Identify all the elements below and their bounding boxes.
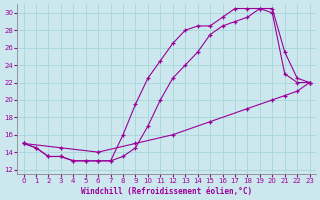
X-axis label: Windchill (Refroidissement éolien,°C): Windchill (Refroidissement éolien,°C) bbox=[81, 187, 252, 196]
